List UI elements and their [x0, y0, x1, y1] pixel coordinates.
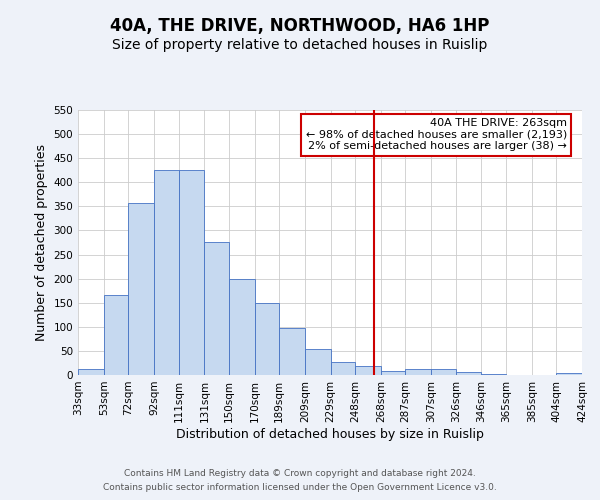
Bar	[154, 170, 179, 375]
Y-axis label: Number of detached properties: Number of detached properties	[35, 144, 48, 341]
Bar	[431, 368, 455, 375]
Bar	[455, 372, 481, 375]
Bar	[331, 362, 355, 375]
Bar	[254, 303, 279, 375]
Bar	[481, 374, 506, 375]
Text: Contains public sector information licensed under the Open Government Licence v3: Contains public sector information licen…	[103, 484, 497, 492]
Bar	[556, 373, 582, 375]
X-axis label: Distribution of detached houses by size in Ruislip: Distribution of detached houses by size …	[176, 428, 484, 440]
Bar	[78, 368, 104, 375]
Bar	[179, 170, 205, 375]
Bar	[104, 294, 128, 375]
Bar	[279, 328, 305, 375]
Text: Contains HM Land Registry data © Crown copyright and database right 2024.: Contains HM Land Registry data © Crown c…	[124, 468, 476, 477]
Bar	[305, 348, 331, 375]
Bar	[229, 278, 254, 375]
Bar	[355, 366, 381, 375]
Text: 40A THE DRIVE: 263sqm
← 98% of detached houses are smaller (2,193)
2% of semi-de: 40A THE DRIVE: 263sqm ← 98% of detached …	[305, 118, 567, 151]
Text: Size of property relative to detached houses in Ruislip: Size of property relative to detached ho…	[112, 38, 488, 52]
Text: 40A, THE DRIVE, NORTHWOOD, HA6 1HP: 40A, THE DRIVE, NORTHWOOD, HA6 1HP	[110, 18, 490, 36]
Bar	[381, 371, 406, 375]
Bar	[205, 242, 229, 375]
Bar	[406, 368, 431, 375]
Bar	[128, 203, 154, 375]
